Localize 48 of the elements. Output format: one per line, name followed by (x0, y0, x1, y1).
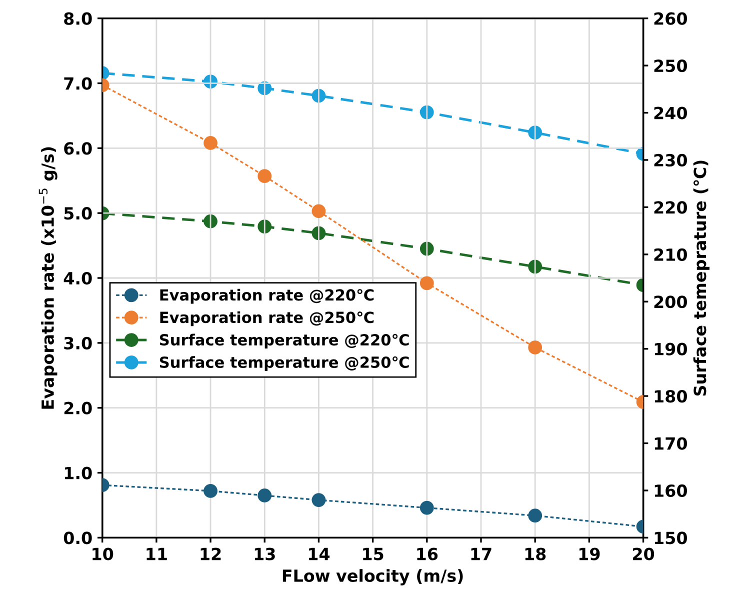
y2-tick-label: 190 (654, 342, 687, 356)
x-tick-label: 19 (579, 548, 600, 560)
point (420, 500, 434, 515)
x-tick-label: 14 (309, 548, 330, 560)
legend-label: Evaporation rate @250℃ (160, 311, 374, 326)
y2-tick-label: 200 (654, 296, 687, 308)
y-axis-title: Evaporation rate (x10$^{−5}$ g/s) (38, 147, 58, 409)
y2-tick-label: 150 (654, 532, 687, 544)
point (204, 484, 218, 498)
y2-tick-label: 180 (654, 390, 687, 403)
y-tick-label: 8.0 (64, 12, 92, 25)
legend-label: Surface temperature @250℃ (160, 356, 409, 371)
y2-tick-label: 230 (654, 154, 687, 167)
point (312, 493, 326, 507)
x-tick-label: 17 (471, 548, 492, 560)
y2-tick-label: 170 (654, 437, 687, 450)
y-tick-label: 4.0 (64, 272, 92, 285)
x-tick-label: 18 (525, 548, 546, 560)
x-tick-label: 16 (417, 548, 438, 560)
point (420, 276, 434, 290)
point (312, 204, 326, 218)
x-axis-title: FLow velocity (m/s) (282, 569, 463, 586)
x-tick-label: 13 (254, 548, 275, 560)
y-tick-label: 7.0 (64, 77, 92, 90)
point (258, 169, 272, 184)
x-tick-label: 20 (633, 548, 654, 560)
legend-label: Evaporation rate @220℃ (160, 288, 374, 304)
x-tick-label: 12 (200, 548, 221, 560)
legend-label: Surface temperature @220℃ (160, 334, 409, 349)
y-tick-label: 2.0 (64, 402, 92, 414)
y-tick-label: 5.0 (64, 207, 92, 220)
y-tick-label: 0.0 (64, 532, 92, 544)
y-tick-label: 1.0 (64, 466, 92, 480)
x-tick-label: 15 (363, 548, 384, 560)
y2-tick-label: 210 (654, 248, 687, 261)
y2-tick-label: 240 (654, 106, 687, 120)
y2-tick-label: 250 (654, 60, 687, 72)
y2-tick-label: 220 (654, 201, 687, 214)
point (204, 136, 218, 150)
x-tick-label: 11 (146, 548, 167, 560)
y2-axis-title: Surface temeprature (℃) (693, 160, 710, 396)
y-tick-label: 3.0 (64, 336, 92, 350)
y2-tick-label: 260 (654, 12, 687, 25)
y-tick-label: 6.0 (64, 142, 92, 155)
point (204, 214, 218, 228)
x-tick-label: 10 (92, 548, 114, 560)
point (258, 488, 272, 502)
y2-tick-label: 160 (654, 484, 687, 498)
